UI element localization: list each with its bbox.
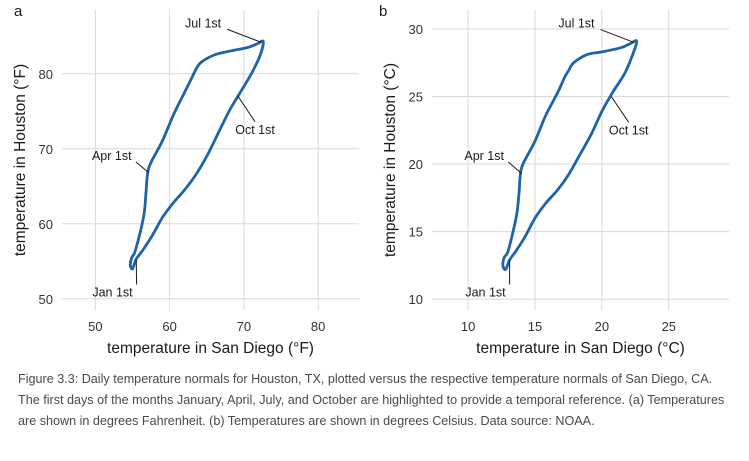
x-tick-label: 50 [88, 319, 102, 334]
x-tick-label: 15 [528, 319, 542, 334]
figure-canvas: 50 60 70 80 50 60 70 80 temperature in San Diego… [12, 3, 729, 357]
x-axis-title: temperature in San Diego (°C) [476, 340, 685, 357]
annotation-leader [610, 96, 630, 123]
y-tick-label: 70 [39, 142, 53, 157]
annotation-label: Jan 1st [92, 286, 133, 300]
y-axis-title: temperature in Houston (°F) [12, 64, 29, 256]
annotation-label: Jul 1st [558, 17, 595, 31]
panel-label: b [379, 3, 387, 20]
y-tick-label: 50 [39, 292, 53, 307]
y-axis-title: temperature in Houston (°C) [382, 63, 399, 257]
y-tick-label: 10 [409, 292, 423, 307]
annotation-leader [507, 161, 522, 174]
annotation-label: Oct 1st [609, 123, 649, 137]
temperature-loop-line [501, 39, 639, 272]
annotation-label: Jan 1st [465, 285, 506, 299]
y-tick-label: 80 [39, 67, 53, 82]
x-tick-label: 10 [461, 319, 475, 334]
annotation-leader [135, 161, 150, 174]
figure-caption: Figure 3.3: Daily temperature normals fo… [18, 372, 725, 428]
y-tick-label: 60 [39, 217, 53, 232]
annotation-label: Apr 1st [464, 149, 504, 163]
annotation-leader [237, 95, 256, 123]
y-tick-label: 15 [409, 225, 423, 240]
annotation-label: Jul 1st [185, 16, 222, 30]
x-tick-label: 60 [162, 319, 176, 334]
x-tick-label: 70 [237, 319, 251, 334]
annotation-leader [226, 28, 262, 43]
y-tick-label: 30 [409, 22, 423, 37]
panel-label: a [14, 3, 23, 20]
annotation-label: Oct 1st [235, 123, 275, 137]
x-tick-label: 20 [595, 319, 609, 334]
annotation-leader [600, 29, 635, 43]
x-axis-title: temperature in San Diego (°F) [107, 340, 314, 357]
annotation-label: Apr 1st [92, 149, 132, 163]
y-tick-label: 20 [409, 157, 423, 172]
x-tick-label: 25 [662, 319, 676, 334]
temperature-loop-line [128, 39, 265, 271]
x-tick-label: 80 [311, 319, 325, 334]
y-tick-label: 25 [409, 89, 423, 104]
